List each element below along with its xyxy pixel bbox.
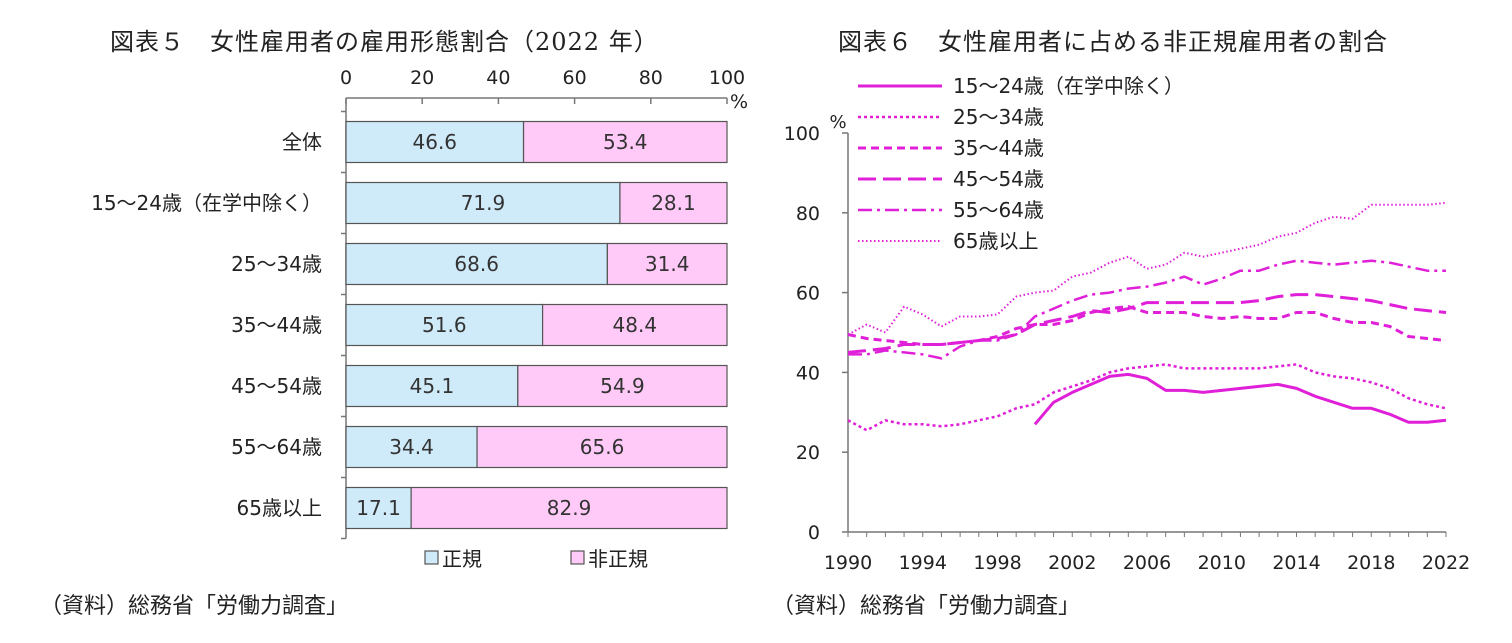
category-label: 25～34歳: [231, 252, 322, 276]
y-tick-label: 60: [796, 283, 820, 305]
bar-regular-value-label: 45.1: [410, 374, 455, 398]
series-line-5: [848, 259, 1446, 360]
bar-nonregular-value-label: 48.4: [613, 313, 658, 337]
x-tick-label: 1998: [973, 552, 1021, 574]
x-tick-label: 60: [563, 67, 587, 89]
y-unit-label: %: [829, 112, 846, 133]
x-tick-label: 40: [486, 67, 510, 89]
chart5-plot: 0 20 40 60 80 100% 全体 46.6 53.4 15～24歳（在学中除く） 71.9…: [91, 67, 748, 571]
x-tick-label: 2022: [1422, 552, 1470, 574]
chart6-source: （資料）総務省「労働力調査」: [772, 594, 1081, 619]
bar-regular: [345, 425, 478, 469]
bar-nonregular-value-label: 28.1: [651, 191, 696, 215]
category-label: 15～24歳（在学中除く）: [91, 191, 322, 215]
x-tick-label: 2018: [1347, 552, 1395, 574]
legend-label: 非正規: [588, 547, 648, 571]
bar-nonregular: [476, 425, 728, 469]
x-tick-label: 100: [709, 67, 745, 89]
bar-nonregular-value-label: 54.9: [600, 374, 645, 398]
bar-regular-value-label: 68.6: [454, 252, 499, 276]
x-tick-label: 20: [410, 67, 434, 89]
legend-label: 正規: [442, 547, 482, 571]
legend-label: 15～24歳（在学中除く）: [953, 74, 1184, 98]
category-label: 55～64歳: [231, 435, 322, 459]
series-line-3: [847, 305, 1447, 346]
bar-regular-value-label: 17.1: [356, 496, 401, 520]
x-tick-label: 2010: [1198, 552, 1246, 574]
bar-regular-value-label: 51.6: [422, 313, 467, 337]
y-tick-label: 80: [796, 203, 820, 225]
legend-label: 45～54歳: [953, 167, 1044, 191]
bar-regular: [345, 364, 519, 408]
x-tick-label: 2014: [1272, 552, 1320, 574]
bar-nonregular: [619, 181, 728, 225]
chart5-source: （資料）総務省「労働力調査」: [40, 594, 349, 619]
x-tick-label: 1990: [824, 552, 872, 574]
bar-nonregular-value-label: 65.6: [580, 435, 625, 459]
x-tick-label: 80: [639, 67, 663, 89]
bar-regular: [345, 486, 412, 530]
category-label: 65歳以上: [237, 496, 322, 520]
bar-nonregular: [410, 486, 728, 530]
chart5-title: 図表５ 女性雇用者の雇用形態割合（2022 年）: [110, 28, 659, 56]
bar-nonregular: [517, 364, 728, 408]
y-tick-label: 20: [796, 442, 820, 464]
series-line-2: [847, 363, 1447, 432]
bar-nonregular-value-label: 82.9: [547, 496, 592, 520]
x-tick-label: 0: [340, 67, 352, 89]
chart6-title: 図表６ 女性雇用者に占める非正規雇用者の割合: [838, 28, 1388, 56]
bar-regular-value-label: 46.6: [413, 130, 458, 154]
x-unit-label: %: [730, 91, 748, 113]
x-tick-label: 2002: [1048, 552, 1096, 574]
legend-label: 55～64歳: [953, 198, 1044, 222]
bar-nonregular-value-label: 53.4: [603, 130, 648, 154]
y-tick-label: 40: [796, 362, 820, 384]
y-tick-label: 100: [784, 123, 820, 145]
legend-label: 35～44歳: [953, 136, 1044, 160]
bar-regular: [345, 303, 544, 347]
legend-label: 65歳以上: [953, 229, 1038, 253]
bar-regular: [345, 181, 621, 225]
bar-nonregular: [522, 120, 728, 164]
series-line-1: [1033, 372, 1447, 426]
series-line-4: [847, 293, 1447, 354]
series-line-6: [847, 201, 1447, 336]
category-label: 35～44歳: [231, 313, 322, 337]
bar-nonregular: [541, 303, 728, 347]
bar-nonregular: [606, 242, 728, 286]
legend-swatch: [424, 550, 439, 565]
x-tick-label: 2006: [1123, 552, 1171, 574]
category-label: 45～54歳: [231, 374, 322, 398]
category-label: 全体: [282, 130, 322, 154]
legend-swatch: [570, 550, 585, 565]
bar-regular-value-label: 34.4: [389, 435, 434, 459]
y-tick-label: 0: [808, 522, 820, 544]
bar-regular-value-label: 71.9: [461, 191, 506, 215]
legend-label: 25～34歳: [953, 105, 1044, 129]
bar-regular: [345, 120, 525, 164]
x-tick-label: 1994: [899, 552, 947, 574]
bar-nonregular-value-label: 31.4: [645, 252, 690, 276]
